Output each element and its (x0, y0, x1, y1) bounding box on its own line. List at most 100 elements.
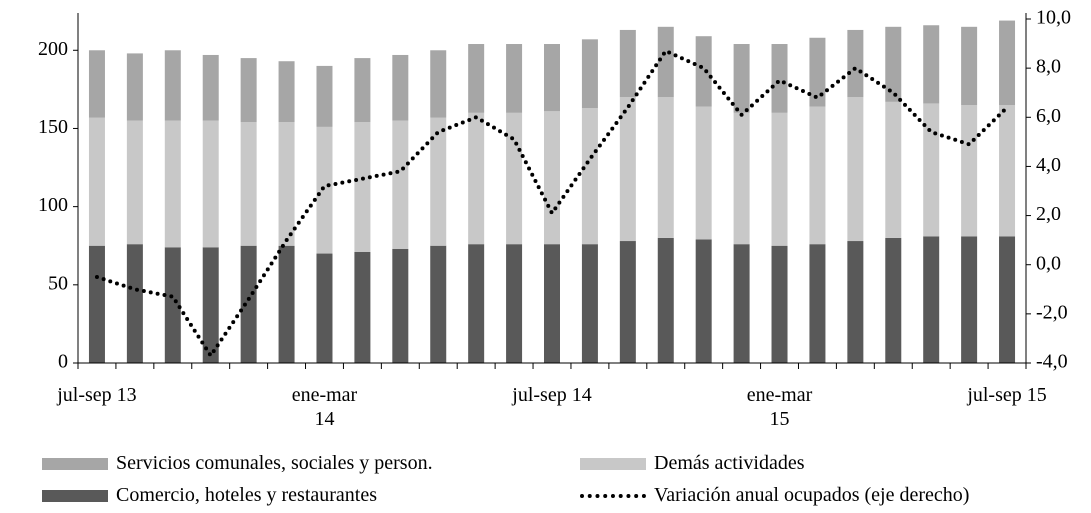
bar (771, 245, 788, 363)
y2-tick-label: 10,0 (1036, 7, 1071, 29)
bar (202, 120, 219, 248)
bar (847, 29, 864, 98)
legend-swatch (42, 457, 108, 470)
bar (544, 44, 560, 112)
bar (126, 120, 143, 245)
bar (961, 236, 978, 363)
bar (581, 244, 598, 363)
bar (885, 101, 902, 238)
y2-tick-label: 2,0 (1036, 203, 1061, 225)
bar (657, 237, 674, 363)
legend-item: Comercio, hoteles y restaurantes (42, 484, 377, 507)
bar (88, 117, 105, 246)
y-tick-label: 100 (38, 194, 68, 216)
bar (581, 108, 598, 245)
bar (961, 26, 978, 105)
bar (506, 244, 523, 363)
bar (316, 65, 333, 127)
bar (202, 54, 219, 121)
bar (354, 251, 371, 363)
bar (847, 97, 864, 242)
y2-tick-label: 0,0 (1036, 252, 1061, 274)
bar (240, 122, 257, 246)
y2-tick-label: -4,0 (1036, 351, 1068, 373)
bar (695, 239, 712, 363)
x-tick-label: jul-sep 13 (57, 384, 137, 406)
bar (506, 44, 523, 113)
bar (695, 36, 712, 107)
legend-label: Variación anual ocupados (eje derecho) (654, 484, 970, 506)
legend-item: Variación anual ocupados (eje derecho) (580, 484, 969, 507)
y-tick-label: 150 (38, 116, 68, 138)
legend-label: Comercio, hoteles y restaurantes (116, 484, 378, 506)
bar (771, 112, 788, 246)
bar (468, 244, 485, 363)
bar (88, 50, 105, 118)
bar (468, 112, 485, 245)
bar (733, 244, 750, 363)
bar (392, 248, 409, 363)
bar (126, 244, 143, 363)
bar (430, 245, 447, 363)
legend-label: Servicios comunales, sociales y person. (116, 452, 433, 474)
legend-swatch (580, 493, 646, 498)
x-tick-label: ene-mar 14 (291, 384, 358, 430)
bar (354, 122, 371, 252)
bar (657, 26, 674, 98)
bar (278, 122, 295, 246)
bar (961, 105, 978, 237)
y2-tick-label: -2,0 (1036, 301, 1068, 323)
bar (923, 25, 940, 104)
x-tick-label: jul-sep 15 (967, 384, 1047, 406)
y-tick-label: 200 (38, 38, 68, 60)
bar (202, 247, 219, 363)
bar (657, 97, 674, 238)
bar (506, 112, 523, 245)
legend-item: Demás actividades (580, 452, 805, 475)
bar (999, 105, 1016, 237)
bar (619, 241, 636, 363)
y2-tick-label: 4,0 (1036, 154, 1061, 176)
bar (619, 97, 636, 242)
y-tick-label: 0 (58, 351, 68, 373)
bar (468, 44, 485, 113)
bar (278, 61, 295, 123)
bar (126, 53, 143, 121)
bar (544, 244, 560, 363)
bar (430, 50, 447, 118)
bar (392, 120, 409, 249)
bar (164, 247, 181, 363)
bar (847, 241, 864, 363)
bar (809, 244, 826, 363)
y2-tick-label: 6,0 (1036, 105, 1061, 127)
bar (392, 54, 409, 121)
bar (619, 29, 636, 98)
bar (544, 111, 560, 245)
legend-swatch (580, 457, 646, 470)
line-series (94, 48, 1010, 360)
bar (733, 44, 750, 113)
bar (809, 37, 826, 107)
bar (164, 120, 181, 248)
bar (999, 20, 1016, 105)
bar (316, 253, 333, 363)
bar (885, 237, 902, 363)
bar (733, 112, 750, 245)
bar (809, 106, 826, 245)
bar (240, 245, 257, 363)
bar (430, 117, 447, 246)
bar (923, 236, 940, 363)
y-tick-label: 50 (48, 272, 68, 294)
x-tick-label: ene-mar 15 (746, 384, 813, 430)
x-tick-label: jul-sep 14 (512, 384, 592, 406)
bar (771, 44, 788, 113)
bar (88, 245, 105, 363)
bar (885, 26, 902, 102)
bar (923, 103, 940, 237)
y2-tick-label: 8,0 (1036, 56, 1061, 78)
legend-label: Demás actividades (654, 452, 805, 474)
bar (164, 50, 181, 121)
bar (354, 58, 371, 123)
